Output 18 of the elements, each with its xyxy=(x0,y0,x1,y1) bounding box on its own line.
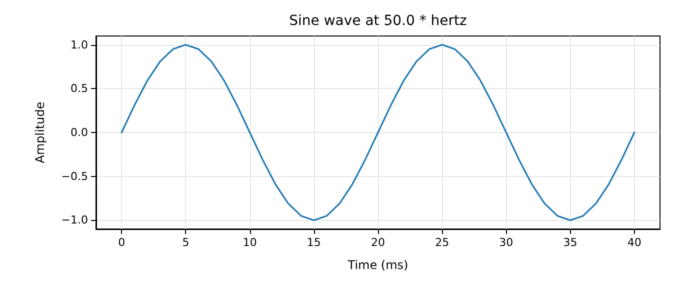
x-tick-label: 10 xyxy=(242,236,257,249)
y-tick-label: 0.0 xyxy=(70,126,88,139)
x-tick-label: 0 xyxy=(118,236,126,249)
y-tick-label: 1.0 xyxy=(70,38,88,52)
x-tick-label: 40 xyxy=(627,236,642,249)
line-series xyxy=(120,44,636,222)
x-axis-title: Time (ms) xyxy=(346,258,408,272)
x-tick-label: 30 xyxy=(499,236,514,249)
y-axis-title: Amplitude xyxy=(33,102,47,164)
chart-title: Sine wave at 50.0 * hertz xyxy=(289,13,467,29)
y-tick-label: 0.5 xyxy=(70,82,88,96)
x-tick-label: 35 xyxy=(563,236,578,249)
y-tick-label: −0.5 xyxy=(61,170,88,183)
x-tick-label: 15 xyxy=(306,236,321,249)
x-tick-label: 25 xyxy=(435,236,450,249)
y-tick-label: −1.0 xyxy=(61,214,88,227)
x-tick-label: 20 xyxy=(371,236,385,249)
x-tick-label: 5 xyxy=(182,236,190,249)
